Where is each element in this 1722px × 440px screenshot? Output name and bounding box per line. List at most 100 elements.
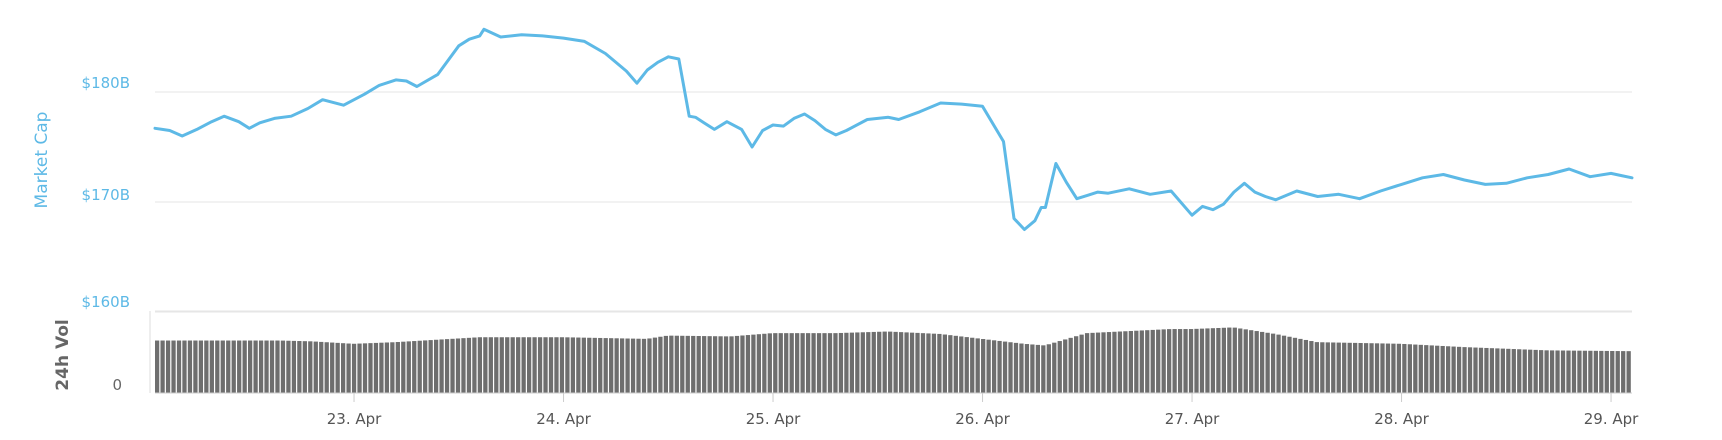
volume-tick-label: 0 — [112, 376, 122, 394]
volume-bar — [237, 340, 242, 393]
volume-bar — [811, 333, 816, 393]
volume-bar — [488, 337, 493, 393]
volume-bar — [1084, 333, 1090, 393]
volume-bar — [1413, 344, 1418, 393]
volume-bar — [795, 333, 800, 393]
price-tick-label: $180B — [82, 74, 130, 92]
volume-bar — [849, 332, 855, 393]
volume-bar — [1276, 334, 1281, 393]
volume-bar — [1068, 337, 1073, 393]
volume-bar — [1128, 330, 1133, 393]
volume-bar — [1511, 349, 1516, 393]
volume-bar — [1506, 348, 1511, 393]
x-tick-label: 28. Apr — [1374, 410, 1429, 428]
volume-bar — [291, 340, 297, 393]
volume-bar — [691, 335, 696, 393]
volume-bar — [784, 333, 789, 393]
volume-bar — [510, 337, 515, 393]
volume-bar — [1429, 345, 1434, 393]
volume-bar — [652, 337, 658, 393]
volume-bar — [160, 340, 165, 393]
volume-bar — [248, 340, 253, 393]
volume-bar — [1243, 329, 1248, 393]
volume-bar — [1287, 336, 1292, 393]
volume-bar — [302, 341, 307, 393]
volume-bar — [981, 339, 986, 393]
volume-bar — [1216, 327, 1221, 393]
x-tick-label: 23. Apr — [327, 410, 382, 428]
x-tick-label: 26. Apr — [955, 410, 1010, 428]
volume-bar — [1030, 344, 1035, 393]
volume-bar — [931, 333, 937, 393]
volume-bar — [986, 339, 991, 393]
volume-bar — [581, 337, 586, 393]
volume-bar — [953, 335, 958, 393]
volume-bar — [762, 333, 767, 393]
volume-bar — [718, 336, 723, 393]
volume-bar — [1342, 342, 1347, 393]
volume-bar — [1167, 329, 1172, 393]
volume-bars — [155, 327, 1631, 393]
volume-bar — [696, 336, 701, 393]
volume-bar — [964, 337, 969, 393]
volume-bar — [609, 338, 614, 393]
volume-bar — [253, 340, 258, 393]
volume-bar — [417, 340, 422, 393]
volume-bar — [1549, 350, 1555, 393]
volume-bar — [1292, 337, 1298, 393]
volume-bar — [1467, 347, 1473, 393]
volume-bar — [1621, 351, 1626, 393]
volume-bar — [258, 340, 264, 393]
volume-bar — [614, 338, 619, 393]
volume-bar — [745, 335, 751, 393]
price-axis-title: Market Cap — [32, 112, 52, 209]
volume-bar — [1599, 350, 1604, 393]
volume-bar — [1106, 332, 1112, 393]
volume-bar — [357, 343, 362, 393]
x-tick-label: 27. Apr — [1165, 410, 1220, 428]
volume-bar — [663, 335, 669, 393]
volume-bar — [1593, 350, 1598, 393]
volume-bar — [1177, 329, 1183, 393]
volume-bar — [297, 341, 302, 393]
volume-bar — [1391, 343, 1396, 393]
volume-bar — [1139, 330, 1144, 393]
volume-bar — [340, 343, 346, 393]
volume-bar — [1571, 350, 1577, 393]
volume-bar — [1456, 346, 1462, 393]
volume-bar — [1063, 339, 1068, 393]
volume-bar — [193, 340, 198, 393]
volume-bar — [204, 340, 209, 393]
volume-bar — [1117, 331, 1123, 393]
volume-bar — [1265, 332, 1270, 393]
volume-bar — [674, 335, 679, 393]
x-tick-label: 25. Apr — [746, 410, 801, 428]
volume-bar — [1188, 329, 1194, 393]
volume-bar — [723, 336, 729, 393]
price-tick-label: $160B — [82, 293, 130, 311]
volume-bar — [1046, 344, 1051, 393]
volume-bar — [220, 340, 225, 393]
volume-bar — [362, 343, 368, 393]
volume-bar — [1134, 330, 1139, 393]
volume-bar — [433, 339, 439, 393]
volume-bar — [559, 337, 565, 393]
volume-bar — [1626, 351, 1631, 393]
volume-bar — [1462, 347, 1467, 393]
volume-bar — [395, 342, 400, 393]
volume-bar — [1424, 345, 1429, 393]
volume-bar — [308, 341, 313, 393]
volume-bar — [975, 338, 980, 393]
volume-bar — [942, 334, 947, 393]
volume-bar — [494, 337, 499, 393]
volume-bar — [871, 331, 876, 393]
volume-bar — [1320, 342, 1325, 393]
volume-bar — [1325, 342, 1330, 393]
volume-bar — [1227, 327, 1232, 393]
volume-bar — [570, 337, 576, 393]
volume-bar — [997, 340, 1002, 393]
volume-bar — [1232, 327, 1237, 393]
volume-bar — [319, 341, 324, 393]
volume-bar — [215, 340, 220, 393]
volume-bar — [1123, 331, 1128, 393]
